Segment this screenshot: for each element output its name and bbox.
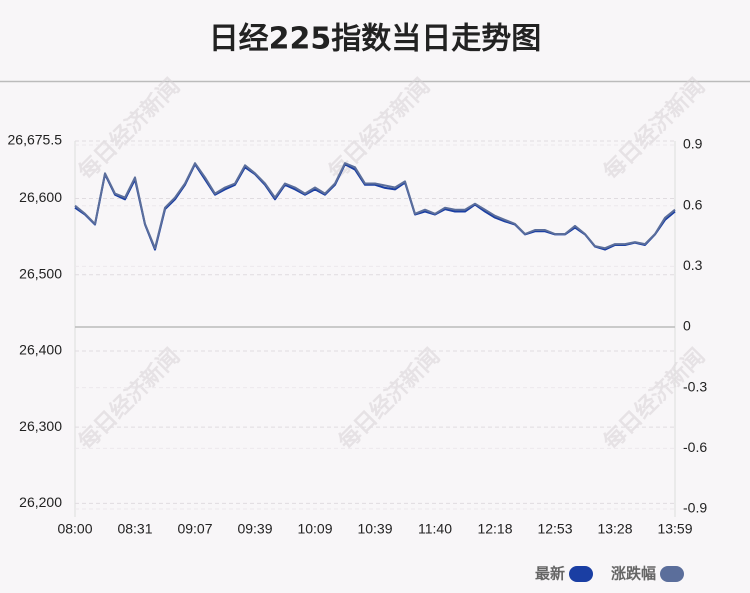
x-tick-label: 10:09 bbox=[297, 521, 332, 537]
y-tick-label: 26,400 bbox=[19, 342, 62, 358]
x-tick-label: 12:18 bbox=[477, 521, 512, 537]
plot-area: 26,200 26,300 26,400 26,500 26,600 26,675.5 -0… bbox=[8, 132, 708, 537]
y2-tick-label: -0.9 bbox=[683, 500, 707, 516]
series-line bbox=[74, 162, 676, 250]
watermark: 每日经济新闻 bbox=[598, 73, 710, 185]
y-tick-label: 26,300 bbox=[19, 418, 62, 434]
watermark: 每日经济新闻 bbox=[333, 343, 445, 455]
y2-tick-label: -0.3 bbox=[683, 378, 707, 394]
x-tick-label: 12:53 bbox=[537, 521, 572, 537]
legend-label: 最新 bbox=[535, 565, 565, 583]
x-tick-label: 13:28 bbox=[597, 521, 632, 537]
x-tick-label: 08:31 bbox=[117, 521, 152, 537]
legend-swatch bbox=[660, 566, 684, 582]
y-tick-label: 26,500 bbox=[19, 265, 62, 281]
watermark: 每日经济新闻 bbox=[73, 73, 185, 185]
x-tick-label: 11:40 bbox=[418, 521, 452, 537]
y2-tick-label: 0 bbox=[683, 318, 691, 334]
watermark: 每日经济新闻 bbox=[323, 73, 435, 185]
series-line bbox=[74, 163, 676, 251]
x-tick-label: 13:59 bbox=[657, 521, 692, 537]
x-tick-label: 08:00 bbox=[57, 521, 92, 537]
watermark: 每日经济新闻 bbox=[73, 343, 185, 455]
y-tick-label: 26,600 bbox=[19, 189, 62, 205]
y2-tick-label: -0.6 bbox=[683, 439, 707, 455]
y-tick-label: 26,675.5 bbox=[8, 132, 63, 148]
y2-tick-label: 0.6 bbox=[683, 196, 703, 212]
x-tick-label: 09:39 bbox=[237, 521, 272, 537]
x-tick-label: 09:07 bbox=[177, 521, 212, 537]
chart-title: 日经225指数当日走势图 bbox=[209, 22, 542, 57]
y2-tick-label: 0.3 bbox=[683, 257, 703, 273]
legend-swatch bbox=[569, 566, 593, 582]
y-tick-label: 26,200 bbox=[19, 494, 62, 510]
x-tick-label: 10:39 bbox=[357, 521, 392, 537]
y2-tick-label: 0.9 bbox=[683, 136, 703, 152]
legend-label: 涨跌幅 bbox=[611, 565, 656, 583]
